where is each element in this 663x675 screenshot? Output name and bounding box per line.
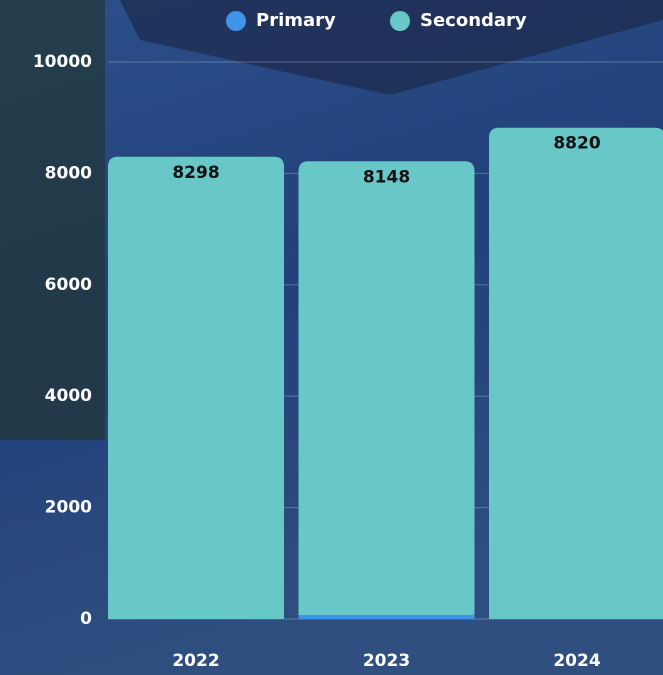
y-tick-label: 0 xyxy=(80,609,92,629)
x-tick-label: 2024 xyxy=(553,651,600,671)
x-tick-label: 2023 xyxy=(363,651,410,671)
bar-segment xyxy=(298,615,475,619)
x-tick-label: 2022 xyxy=(172,651,219,671)
y-tick-label: 8000 xyxy=(45,163,92,183)
legend-label: Secondary xyxy=(420,10,527,31)
bar-segment xyxy=(489,127,663,619)
table-photo xyxy=(120,0,663,95)
data-label: 8298 xyxy=(172,163,219,183)
legend-marker xyxy=(226,11,246,31)
y-tick-label: 2000 xyxy=(45,498,92,518)
y-tick-label: 10000 xyxy=(33,52,92,72)
bar-segment xyxy=(108,156,284,620)
person-photo xyxy=(0,0,105,440)
data-label: 8820 xyxy=(553,134,600,154)
y-tick-label: 4000 xyxy=(45,386,92,406)
legend-label: Primary xyxy=(256,10,336,31)
legend-marker xyxy=(390,11,410,31)
bar-segment xyxy=(298,161,475,616)
data-label: 8148 xyxy=(363,167,410,187)
y-tick-label: 6000 xyxy=(45,275,92,295)
